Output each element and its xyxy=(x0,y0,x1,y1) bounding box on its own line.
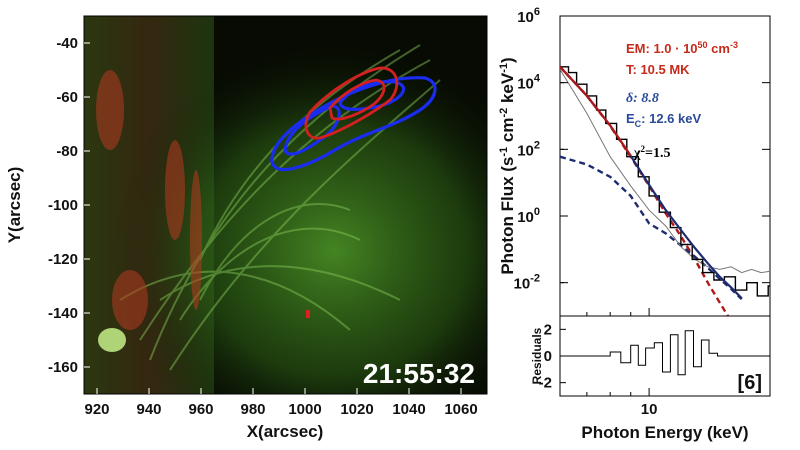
delta-annotation: δ: 8.8 xyxy=(626,91,659,106)
spectrum-y-tick-label: 106 xyxy=(517,6,540,26)
residual-y-axis-title: Residuals xyxy=(530,327,544,384)
image-x-ticks: 920 940 960 980 1000 1020 1040 1060 xyxy=(84,388,478,418)
spectrum-y-tick-label: 104 xyxy=(517,73,541,93)
image-panel: 920 940 960 980 1000 1020 1040 1060 -40 -60 -80 -1… xyxy=(5,15,488,441)
blue-contours xyxy=(270,76,437,172)
image-x-tick-label: 980 xyxy=(240,401,265,418)
spectrum-panel: 106 104 102 100 10-2 Photon Flux (s-1 cm-2 k… xyxy=(498,6,771,317)
image-x-tick-label: 1060 xyxy=(444,401,477,418)
image-x-tick-label: 960 xyxy=(188,401,213,418)
image-y-tick-label: -40 xyxy=(56,35,78,52)
image-x-tick-label: 1000 xyxy=(288,401,321,418)
temperature-annotation: T: 10.5 MK xyxy=(626,62,690,77)
image-y-axis-title: Y(arcsec) xyxy=(5,167,24,244)
spectrum-y-tick-label: 102 xyxy=(517,139,540,159)
residual-y-tick-label: -2 xyxy=(539,375,552,392)
total-model-line-red xyxy=(560,66,632,157)
euv-image xyxy=(84,16,487,394)
spectrum-x-axis-title: Photon Energy (keV) xyxy=(581,423,748,442)
image-y-tick-label: -120 xyxy=(48,251,78,268)
residual-y-tick-label: 0 xyxy=(544,348,552,365)
observed-spectrum-histogram xyxy=(560,66,770,297)
image-x-tick-label: 1040 xyxy=(392,401,425,418)
residual-y-tick-label: 2 xyxy=(544,321,552,338)
nonthermal-model-line xyxy=(560,155,743,301)
image-y-tick-label: -140 xyxy=(48,305,78,322)
spectrum-y-axis-title: Photon Flux (s-1 cm-2 keV-1) xyxy=(498,57,517,274)
image-y-tick-label: -100 xyxy=(48,197,78,214)
spectrum-x-tick-label: 10 xyxy=(641,401,658,418)
timestamp-label: 21:55:32 xyxy=(363,358,475,389)
em-annotation: EM: 1.0 · 1050 cm-3 xyxy=(626,40,738,56)
image-y-tick-label: -160 xyxy=(48,359,78,376)
image-x-tick-label: 1020 xyxy=(340,401,373,418)
image-y-tick-label: -60 xyxy=(56,89,78,106)
ec-annotation: EC: 12.6 keV xyxy=(626,111,701,129)
residual-histogram xyxy=(560,330,770,376)
spectrum-y-ticks: 106 104 102 100 10-2 xyxy=(514,6,770,293)
spectrum-minor-ticks xyxy=(560,15,564,284)
red-contours xyxy=(304,66,399,140)
spectrum-x-ticks: 10 xyxy=(586,308,771,418)
image-y-tick-label: -80 xyxy=(56,143,78,160)
spectrum-frame xyxy=(559,15,771,317)
image-x-axis-title: X(arcsec) xyxy=(247,422,324,441)
spectrum-y-tick-label: 10-2 xyxy=(514,273,540,293)
image-x-tick-label: 920 xyxy=(84,401,109,418)
image-y-ticks: -40 -60 -80 -100 -120 -140 -160 xyxy=(48,35,90,376)
residual-y-ticks: 2 0 -2 xyxy=(539,321,566,392)
chi-squared-annotation: χ2=1.5 xyxy=(633,144,670,161)
residual-panel: 2 0 -2 Residuals [6] 10 Photon Energy (keV… xyxy=(530,308,771,442)
spectrum-y-tick-label: 100 xyxy=(517,206,540,226)
image-x-tick-label: 940 xyxy=(136,401,161,418)
panel-number-label: [6] xyxy=(738,372,762,394)
